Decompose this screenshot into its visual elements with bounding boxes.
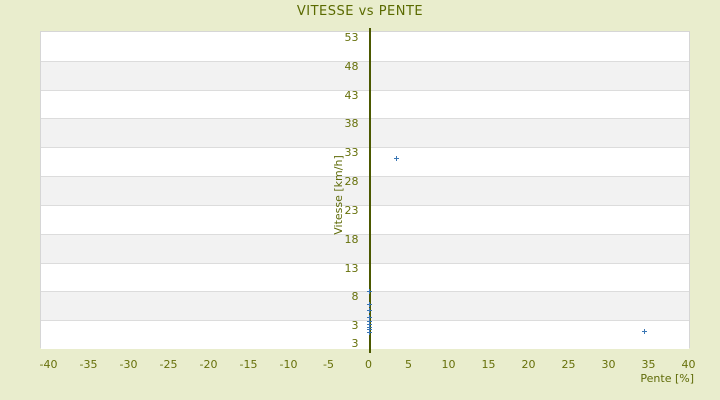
data-point-marker [367, 321, 372, 327]
y-axis-title: Vitesse [km/h] [332, 155, 345, 235]
grid-band [41, 118, 689, 148]
y-tick-label: 53 [344, 31, 359, 44]
y-tick-label: 43 [344, 88, 359, 102]
x-tick-label: -5 [323, 358, 334, 371]
y-tick-label: 8 [351, 290, 359, 304]
data-point-marker [367, 288, 372, 294]
y-tick-label: 33 [344, 146, 359, 160]
x-tick-label: -15 [239, 358, 258, 371]
x-tick-label: -25 [159, 358, 178, 371]
data-point-marker [367, 318, 372, 324]
plot-area [40, 28, 690, 353]
grid-band [41, 320, 689, 349]
y-tick-label: 28 [344, 175, 359, 189]
grid-band [41, 89, 689, 119]
data-point-marker [367, 307, 372, 313]
data-point-marker [367, 315, 372, 321]
x-tick-label: -10 [279, 358, 298, 371]
grid-band [41, 204, 689, 234]
y-tick-label: 3 [351, 319, 359, 333]
x-tick-label: 40 [681, 358, 696, 371]
y-tick-label: 23 [344, 203, 359, 217]
data-point-marker [367, 330, 372, 336]
grid-band [41, 60, 689, 90]
y-axis-line [368, 28, 371, 353]
data-point-marker [394, 156, 400, 162]
data-point-marker [367, 327, 372, 333]
data-point-marker [367, 301, 372, 307]
x-axis-title: Pente [%] [640, 372, 694, 385]
x-tick-label: 30 [601, 358, 616, 371]
x-tick-label: 15 [481, 358, 496, 371]
chart-title: VITESSE vs PENTE [296, 4, 424, 19]
y-tick-label: 38 [344, 117, 359, 131]
y-tick-label: 18 [344, 232, 359, 246]
grid-band [41, 147, 689, 177]
x-tick-label: -20 [199, 358, 218, 371]
x-tick-label: 20 [521, 358, 536, 371]
x-tick-label: 25 [561, 358, 576, 371]
grid-band [41, 176, 689, 205]
x-tick-label: 5 [405, 358, 412, 371]
grid-band [41, 233, 689, 263]
data-point-marker [642, 329, 648, 335]
grid-band [41, 291, 689, 321]
x-tick-label: -35 [79, 358, 98, 371]
x-tick-label: 0 [365, 358, 372, 371]
x-tick-label: 10 [441, 358, 456, 371]
data-point-marker [367, 324, 372, 330]
y-tick-label: 13 [344, 261, 359, 275]
y-tick-label: 3 [351, 337, 359, 350]
x-tick-label: -30 [119, 358, 138, 371]
x-tick-label: 35 [641, 358, 656, 371]
grid-band [41, 262, 689, 292]
x-tick-label: -40 [39, 358, 58, 371]
grid-band [41, 32, 689, 61]
y-tick-label: 48 [344, 59, 359, 73]
